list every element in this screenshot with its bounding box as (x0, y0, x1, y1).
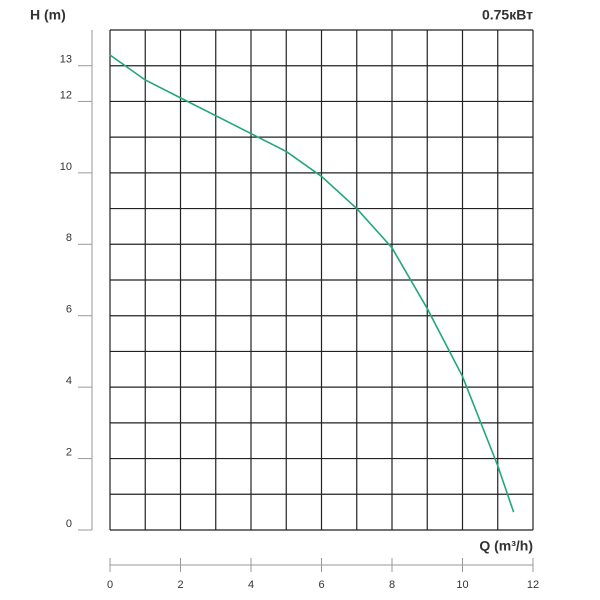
chart-title: 0.75кВт (482, 7, 533, 23)
y-tick-label: 12 (60, 89, 72, 101)
y-tick-label: 4 (66, 375, 72, 387)
x-tick-label: 6 (318, 579, 324, 591)
curve (109, 54, 515, 513)
x-tick-label: 12 (527, 579, 539, 591)
y-tick-label: 2 (66, 446, 72, 458)
y-tick-label: 8 (66, 232, 72, 244)
y-axis-label: H (m) (30, 7, 66, 23)
y-tick-label: 10 (60, 161, 72, 173)
y-tick-label: 13 (60, 54, 72, 66)
x-tick-label: 0 (107, 579, 113, 591)
x-tick-label: 10 (456, 579, 468, 591)
x-tick-label: 4 (248, 579, 254, 591)
x-tick-label: 2 (177, 579, 183, 591)
y-tick-label: 0 (66, 518, 72, 530)
x-tick-label: 8 (389, 579, 395, 591)
y-tick-label: 6 (66, 304, 72, 316)
x-axis-label: Q (m³/h) (479, 538, 533, 554)
